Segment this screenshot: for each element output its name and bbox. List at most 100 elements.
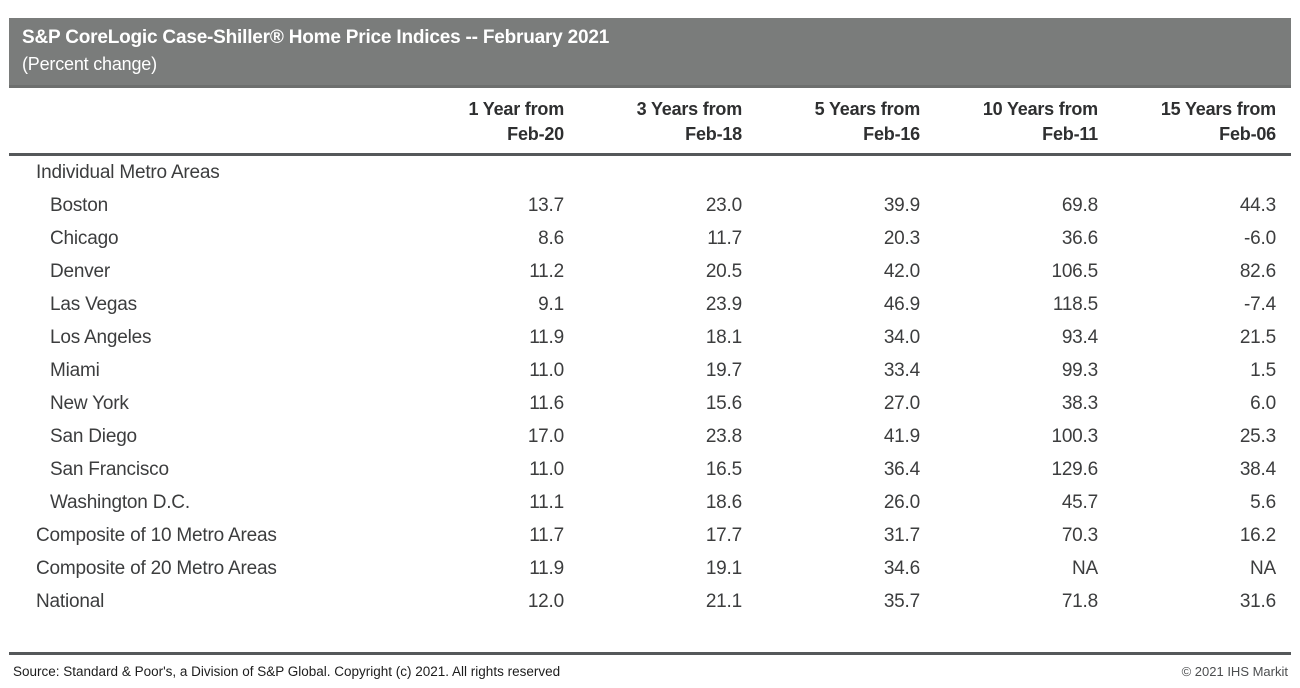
page-subtitle: (Percent change) <box>22 54 157 74</box>
cell-value: NA <box>1250 557 1276 579</box>
cell-value: 42.0 <box>883 260 920 282</box>
row-label: San Diego <box>50 425 137 447</box>
cell-value: 99.3 <box>1061 359 1098 381</box>
cell-value: 8.6 <box>538 227 564 249</box>
cell-value: 31.7 <box>883 524 920 546</box>
row-label: Miami <box>50 359 100 381</box>
cell-value: 38.4 <box>1239 458 1276 480</box>
header-rule <box>9 153 1291 156</box>
row-label: Los Angeles <box>50 326 152 348</box>
copyright-text: © 2021 IHS Markit <box>1181 664 1288 679</box>
row-label: Boston <box>50 194 108 216</box>
cell-value: 15.6 <box>705 392 742 414</box>
cell-value: 39.9 <box>883 194 920 216</box>
cell-value: 11.7 <box>529 524 564 546</box>
cell-value: 11.7 <box>707 227 742 249</box>
cell-value: 16.2 <box>1239 524 1276 546</box>
table-body: Individual Metro Areas Boston 13.7 23.0 … <box>9 156 1291 618</box>
cell-value: 34.0 <box>883 326 920 348</box>
table-row-national: National 12.0 21.1 35.7 71.8 31.6 <box>9 585 1291 618</box>
cell-value: 5.6 <box>1250 491 1276 513</box>
column-header-1-year: 1 Year from Feb-20 <box>468 99 564 144</box>
table-row-composite-10: Composite of 10 Metro Areas 11.7 17.7 31… <box>9 519 1291 552</box>
cell-value: 1.5 <box>1250 359 1276 381</box>
cell-value: 27.0 <box>883 392 920 414</box>
column-header-row: 1 Year from Feb-20 3 Years from Feb-18 5… <box>9 88 1291 153</box>
row-label: Chicago <box>50 227 119 249</box>
column-header-10-years: 10 Years from Feb-11 <box>982 99 1098 144</box>
cell-value: 19.1 <box>705 557 742 579</box>
table-row-san-diego: San Diego 17.0 23.8 41.9 100.3 25.3 <box>9 420 1291 453</box>
row-label: Las Vegas <box>50 293 137 315</box>
section-header-row: Individual Metro Areas <box>9 156 1291 189</box>
cell-value: 21.1 <box>705 590 742 612</box>
cell-value: 18.1 <box>705 326 742 348</box>
cell-value: 41.9 <box>883 425 920 447</box>
cell-value: 18.6 <box>705 491 742 513</box>
page-title: S&P CoreLogic Case-Shiller® Home Price I… <box>22 27 610 48</box>
title-bar: S&P CoreLogic Case-Shiller® Home Price I… <box>9 18 1291 88</box>
cell-value: 38.3 <box>1061 392 1098 414</box>
cell-value: 21.5 <box>1239 326 1276 348</box>
cell-value: 35.7 <box>883 590 920 612</box>
cell-value: 11.6 <box>529 392 564 414</box>
table-row-chicago: Chicago 8.6 11.7 20.3 36.6 -6.0 <box>9 222 1291 255</box>
cell-value: 25.3 <box>1239 425 1276 447</box>
table-row-las-vegas: Las Vegas 9.1 23.9 46.9 118.5 -7.4 <box>9 288 1291 321</box>
table-row-boston: Boston 13.7 23.0 39.9 69.8 44.3 <box>9 189 1291 222</box>
cell-value: 71.8 <box>1061 590 1098 612</box>
column-header-spacer <box>9 97 386 147</box>
cell-value: 11.1 <box>529 491 564 513</box>
table-row-san-francisco: San Francisco 11.0 16.5 36.4 129.6 38.4 <box>9 453 1291 486</box>
row-label: Composite of 20 Metro Areas <box>36 557 277 579</box>
cell-value: NA <box>1072 557 1098 579</box>
cell-value: 69.8 <box>1061 194 1098 216</box>
row-label: New York <box>50 392 129 414</box>
cell-value: 46.9 <box>883 293 920 315</box>
cell-value: 11.0 <box>529 359 564 381</box>
cell-value: 9.1 <box>538 293 564 315</box>
cell-value: 19.7 <box>705 359 742 381</box>
cell-value: 45.7 <box>1061 491 1098 513</box>
table-row-miami: Miami 11.0 19.7 33.4 99.3 1.5 <box>9 354 1291 387</box>
footer-spacer <box>0 618 1300 652</box>
row-label: San Francisco <box>50 458 169 480</box>
cell-value: 36.4 <box>883 458 920 480</box>
cell-value: 26.0 <box>883 491 920 513</box>
source-text: Source: Standard & Poor's, a Division of… <box>13 664 561 679</box>
cell-value: 70.3 <box>1061 524 1098 546</box>
table-row-composite-20: Composite of 20 Metro Areas 11.9 19.1 34… <box>9 552 1291 585</box>
cell-value: 11.0 <box>529 458 564 480</box>
cell-value: 20.3 <box>883 227 920 249</box>
cell-value: 20.5 <box>705 260 742 282</box>
cell-value: 11.2 <box>529 260 564 282</box>
cell-value: 23.8 <box>705 425 742 447</box>
cell-value: 93.4 <box>1061 326 1098 348</box>
cell-value: 17.0 <box>527 425 564 447</box>
cell-value: 11.9 <box>529 326 564 348</box>
column-header-15-years: 15 Years from Feb-06 <box>1160 99 1276 144</box>
cell-value: 100.3 <box>1051 425 1098 447</box>
cell-value: 34.6 <box>883 557 920 579</box>
cell-value: 31.6 <box>1239 590 1276 612</box>
cell-value: -6.0 <box>1244 227 1276 249</box>
cell-value: 118.5 <box>1052 293 1098 315</box>
row-label: Composite of 10 Metro Areas <box>36 524 277 546</box>
footer: Source: Standard & Poor's, a Division of… <box>9 652 1291 679</box>
row-label: Washington D.C. <box>50 491 190 513</box>
column-header-3-years: 3 Years from Feb-18 <box>636 99 743 144</box>
section-header-label: Individual Metro Areas <box>36 161 220 183</box>
cell-value: 33.4 <box>883 359 920 381</box>
cell-value: 6.0 <box>1250 392 1276 414</box>
cell-value: 12.0 <box>527 590 564 612</box>
cell-value: 13.7 <box>527 194 564 216</box>
cell-value: 106.5 <box>1051 260 1098 282</box>
table-row-washington-dc: Washington D.C. 11.1 18.6 26.0 45.7 5.6 <box>9 486 1291 519</box>
table-row-los-angeles: Los Angeles 11.9 18.1 34.0 93.4 21.5 <box>9 321 1291 354</box>
cell-value: 82.6 <box>1239 260 1276 282</box>
cell-value: 23.0 <box>705 194 742 216</box>
cell-value: 17.7 <box>705 524 742 546</box>
row-label: National <box>36 590 105 612</box>
table-row-denver: Denver 11.2 20.5 42.0 106.5 82.6 <box>9 255 1291 288</box>
cell-value: -7.4 <box>1244 293 1276 315</box>
